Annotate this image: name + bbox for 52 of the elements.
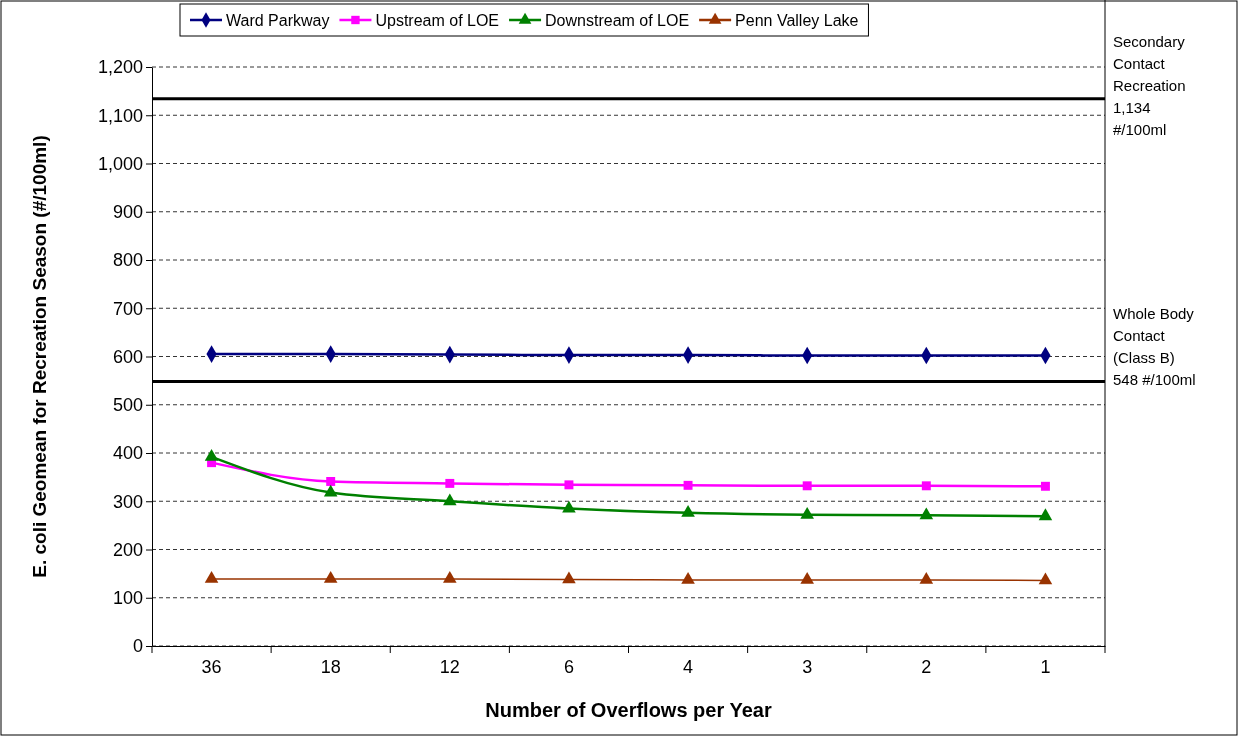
x-tick-label: 3 — [802, 656, 813, 677]
point — [445, 478, 455, 488]
point — [919, 572, 934, 584]
x-tick-label: 18 — [320, 656, 341, 677]
point — [323, 571, 338, 583]
y-tick-label: 1,000 — [97, 153, 143, 174]
point — [800, 506, 814, 519]
point — [681, 504, 695, 517]
y-tick-label: 700 — [112, 298, 143, 319]
legend-label: Upstream of LOE — [375, 12, 500, 29]
y-axis-title: E. coli Geomean for Recreation Season (#/100ml) — [29, 135, 50, 578]
point — [204, 571, 219, 583]
x-tick-label: 4 — [683, 656, 694, 677]
x-tick-label: 36 — [201, 656, 222, 677]
y-tick-label: 200 — [112, 539, 143, 560]
point — [443, 571, 457, 583]
x-tick-label: 1 — [1040, 656, 1051, 677]
legend-label: Ward Parkway — [226, 12, 330, 29]
point — [326, 477, 336, 486]
point — [1040, 481, 1050, 491]
point — [800, 572, 814, 584]
y-tick-label: 100 — [112, 588, 143, 609]
point — [564, 480, 574, 490]
y-tick-label: 500 — [112, 395, 143, 416]
y-tick-label: 800 — [112, 250, 143, 271]
x-tick-label: 2 — [921, 656, 932, 677]
x-axis-title: Number of Overflows per Year — [485, 699, 772, 721]
y-tick-label: 900 — [112, 202, 143, 223]
point — [323, 484, 338, 497]
point — [683, 480, 693, 490]
point — [443, 493, 457, 506]
y-tick-label: 300 — [112, 491, 143, 512]
point — [562, 571, 576, 584]
point — [921, 481, 931, 491]
x-tick-label: 12 — [439, 656, 460, 677]
y-tick-label: 400 — [112, 443, 143, 464]
point — [562, 500, 576, 513]
y-tick-label: 600 — [112, 346, 143, 367]
legend-label: Penn Valley Lake — [735, 12, 859, 29]
x-tick-label: 6 — [563, 656, 574, 677]
y-tick-label: 1,200 — [97, 57, 143, 78]
y-tick-label: 0 — [132, 636, 143, 657]
point — [1038, 572, 1053, 585]
point — [802, 481, 812, 491]
legend-label: Downstream of LOE — [545, 12, 690, 29]
y-tick-label: 1,100 — [97, 105, 143, 126]
ref-line-label: Secondary Contact Recreation 1,134 #/100ml — [1113, 33, 1186, 138]
ref-line-label: Whole Body Contact (Class B) 548 #/100ml — [1113, 305, 1196, 388]
point — [681, 572, 695, 584]
point — [204, 449, 219, 461]
point — [1038, 508, 1053, 521]
point — [919, 507, 934, 520]
